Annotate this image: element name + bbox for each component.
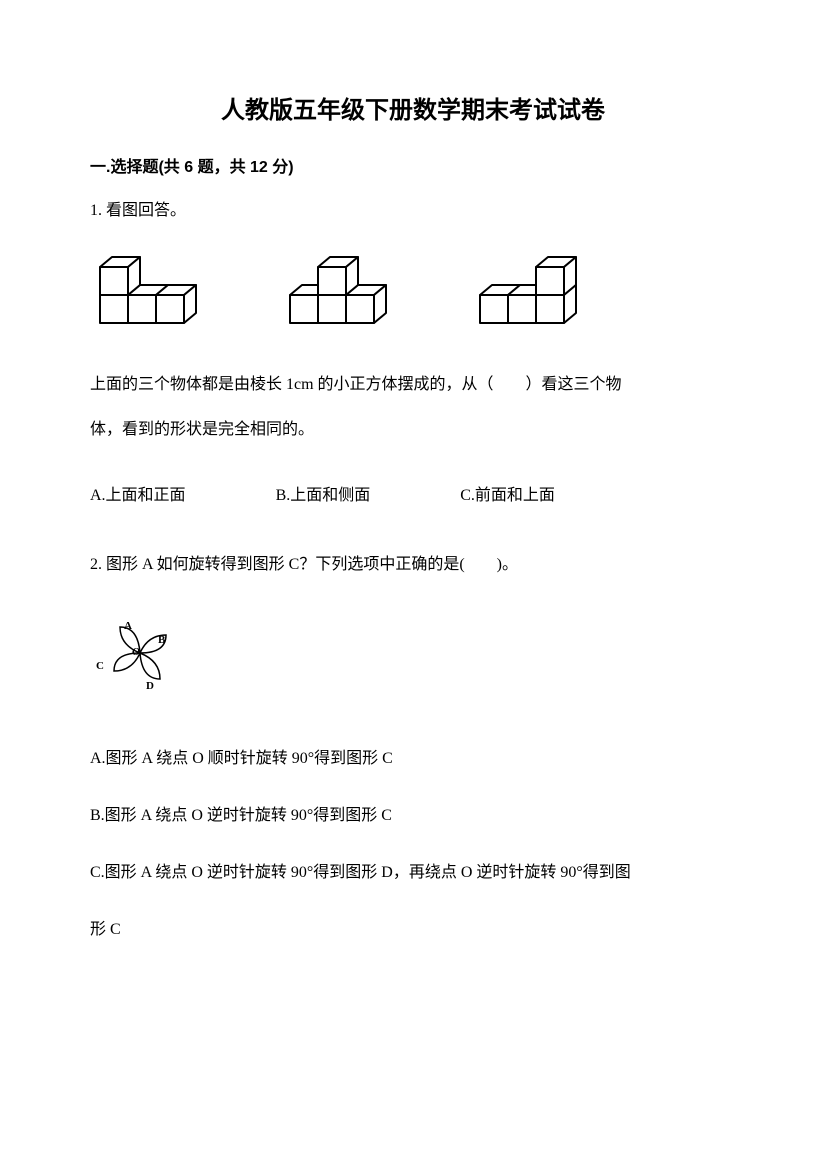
q1-options: A.上面和正面 B.上面和侧面 C.前面和上面 bbox=[90, 481, 736, 505]
petal-label-c: C bbox=[96, 660, 104, 672]
q2-option-a: A.图形 A 绕点 O 顺时针旋转 90°得到图形 C bbox=[90, 737, 736, 782]
petal-label-o: O bbox=[132, 646, 140, 658]
q2-option-b: B.图形 A 绕点 O 逆时针旋转 90°得到图形 C bbox=[90, 794, 736, 839]
petal-label-b: B bbox=[158, 634, 166, 646]
q1-option-a: A.上面和正面 bbox=[90, 481, 186, 505]
q1-prompt: 1. 看图回答。 bbox=[90, 199, 736, 223]
petal-label-d: D bbox=[146, 680, 154, 692]
exam-page: 人教版五年级下册数学期末考试试卷 一.选择题(共 6 题，共 12 分) 1. … bbox=[0, 0, 826, 1169]
q1-option-b: B.上面和侧面 bbox=[276, 481, 371, 505]
q1-text-line2: 体，看到的形状是完全相同的。 bbox=[90, 408, 736, 453]
page-title: 人教版五年级下册数学期末考试试卷 bbox=[90, 90, 736, 125]
q1-figures bbox=[90, 245, 736, 335]
cube-figure-3 bbox=[470, 245, 600, 335]
q2-figure: A B C D O bbox=[90, 605, 736, 705]
q1-text-line1: 上面的三个物体都是由棱长 1cm 的小正方体摆成的，从（ ）看这三个物 bbox=[90, 363, 736, 408]
q1-option-c: C.前面和上面 bbox=[460, 481, 555, 505]
cube-figure-1 bbox=[90, 245, 220, 335]
section-heading: 一.选择题(共 6 题，共 12 分) bbox=[90, 153, 736, 177]
q2-option-c-line2: 形 C bbox=[90, 908, 736, 953]
cube-figure-2 bbox=[280, 245, 410, 335]
q2-prompt: 2. 图形 A 如何旋转得到图形 C？下列选项中正确的是( )。 bbox=[90, 543, 736, 588]
q2-option-c-line1: C.图形 A 绕点 O 逆时针旋转 90°得到图形 D，再绕点 O 逆时针旋转 … bbox=[90, 851, 736, 896]
petal-label-a: A bbox=[124, 620, 132, 632]
